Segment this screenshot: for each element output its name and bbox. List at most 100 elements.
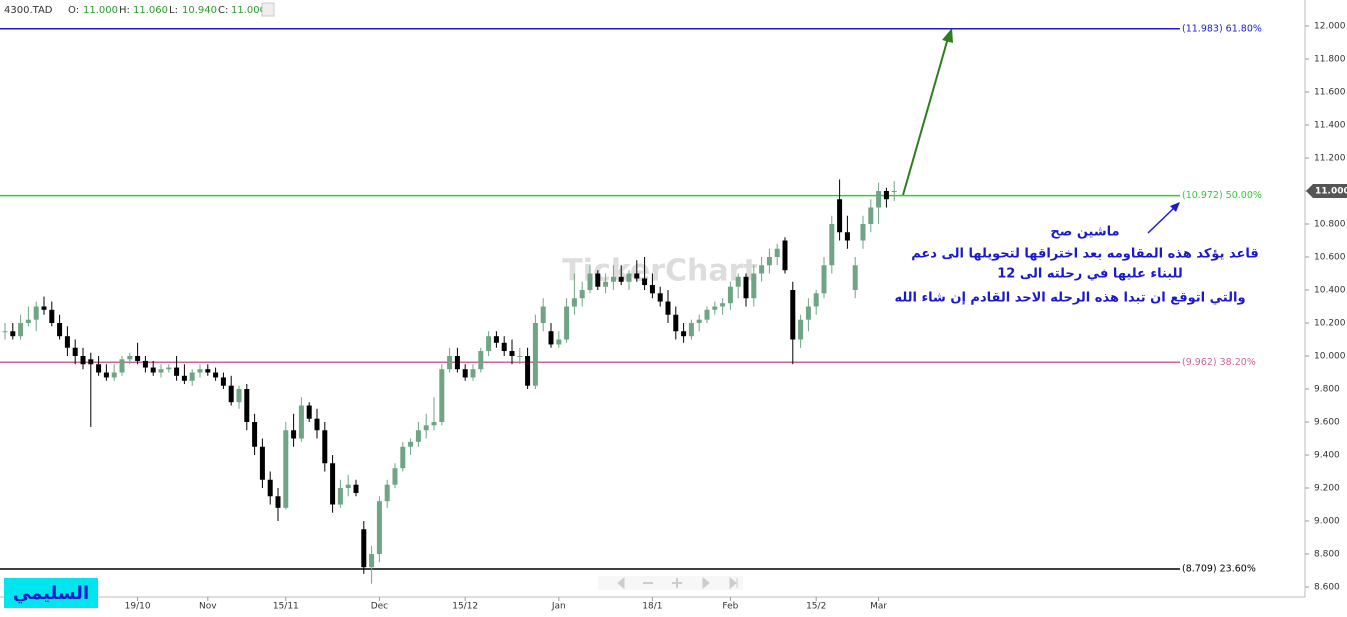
candle-body <box>462 369 468 378</box>
candle-body <box>439 369 445 422</box>
candle-body <box>25 319 31 323</box>
y-tick-label: 11.200 <box>1314 154 1346 164</box>
candle-body <box>49 309 55 323</box>
last-price-label: 11.000 <box>1315 187 1347 197</box>
nav-end[interactable] <box>729 576 738 590</box>
candle-body <box>603 281 609 287</box>
candle-body <box>571 298 577 307</box>
candle-body <box>876 191 882 208</box>
candle-body <box>111 372 117 378</box>
y-tick-label: 11.600 <box>1314 88 1346 98</box>
y-tick-label: 11.800 <box>1314 55 1346 65</box>
candle-body <box>743 276 749 299</box>
candle-body <box>829 224 835 266</box>
candle-body <box>150 367 156 373</box>
candle-body <box>384 484 390 502</box>
candle-body <box>735 276 741 287</box>
candle-body <box>166 367 172 370</box>
open-value: 11.000 <box>83 5 118 16</box>
y-tick-label: 9.000 <box>1314 517 1340 527</box>
candle-body <box>408 441 414 447</box>
fib-level-label: (10.972) 50.00% <box>1182 190 1262 201</box>
candle-body <box>275 496 281 508</box>
candle-body <box>197 369 203 373</box>
candle-body <box>564 306 570 340</box>
candle-body <box>782 240 788 271</box>
candle-body <box>860 224 866 241</box>
candle-body <box>805 306 811 320</box>
candle-body <box>142 360 148 368</box>
candle-body <box>556 339 562 345</box>
candle-body <box>478 351 484 370</box>
candle-body <box>883 191 889 200</box>
candle-body <box>228 385 234 403</box>
candle-body <box>837 199 843 233</box>
fib-level-label: (11.983) 61.80% <box>1182 23 1262 34</box>
candle-body <box>595 273 601 287</box>
candle-body <box>267 479 273 497</box>
target-arrow <box>902 37 949 196</box>
candle-body <box>369 554 375 568</box>
y-tick-label: 9.800 <box>1314 385 1340 395</box>
x-tick-label: Feb <box>722 602 738 612</box>
candle-body <box>96 364 102 373</box>
candle-body <box>376 501 382 554</box>
target-arrow-head <box>942 28 953 43</box>
candle-body <box>493 336 499 343</box>
y-tick-label: 10.600 <box>1314 253 1346 263</box>
candle-body <box>174 367 180 376</box>
nav-bg <box>598 576 743 590</box>
candle-body <box>236 389 242 403</box>
x-tick-label: Dec <box>371 602 388 612</box>
candle-body <box>431 422 437 426</box>
y-tick-label: 8.600 <box>1314 583 1340 593</box>
candle-body <box>501 342 507 352</box>
candle-body <box>704 309 710 320</box>
candle-body <box>72 347 78 356</box>
fib-level-label: (9.962) 38.20% <box>1182 357 1256 368</box>
candle-body <box>759 265 765 274</box>
candle-body <box>712 306 718 310</box>
candle-body <box>252 422 258 447</box>
open-label: O: <box>68 5 79 16</box>
y-tick-label: 10.800 <box>1314 220 1346 230</box>
x-tick-label: 15/11 <box>273 602 299 612</box>
candle-body <box>766 257 772 266</box>
candle-body <box>298 405 304 439</box>
candle-body <box>127 356 133 360</box>
candle-body <box>213 372 219 378</box>
nav-next[interactable] <box>702 576 710 590</box>
nav-prev[interactable] <box>617 576 625 590</box>
more-button[interactable] <box>261 2 275 17</box>
note-arrow <box>1147 207 1175 234</box>
candle-body <box>696 319 702 323</box>
y-tick-label: 9.400 <box>1314 451 1340 461</box>
author-box <box>4 578 98 608</box>
candle-body <box>415 430 421 442</box>
candle-body <box>665 301 671 315</box>
fib-level-label: (8.709) 23.60% <box>1182 564 1256 575</box>
candle-body <box>64 336 70 348</box>
candle-body <box>774 248 780 257</box>
candle-body <box>80 356 86 365</box>
candle-body <box>626 273 632 282</box>
candle-body <box>283 430 289 508</box>
candle-body <box>361 529 367 568</box>
candle-body <box>181 375 187 381</box>
candle-body <box>751 273 757 299</box>
candle-body <box>306 405 312 419</box>
annotation: ماشين صح <box>1050 225 1119 240</box>
nav-zoom-in[interactable] <box>672 578 682 588</box>
candle-body <box>657 293 663 302</box>
candle-body <box>610 276 616 282</box>
high-value: 11.060 <box>133 5 168 16</box>
author: السليمي <box>13 583 89 604</box>
candle-body <box>135 356 141 361</box>
y-tick-label: 10.000 <box>1314 352 1346 362</box>
candle-body <box>119 359 125 373</box>
y-tick-label: 10.400 <box>1314 286 1346 296</box>
candle-body <box>158 369 164 373</box>
annotation: قاعد يؤكد هذه المقاومه بعد اختراقها لتحو… <box>911 247 1259 262</box>
x-tick-label: 15/12 <box>452 602 478 612</box>
